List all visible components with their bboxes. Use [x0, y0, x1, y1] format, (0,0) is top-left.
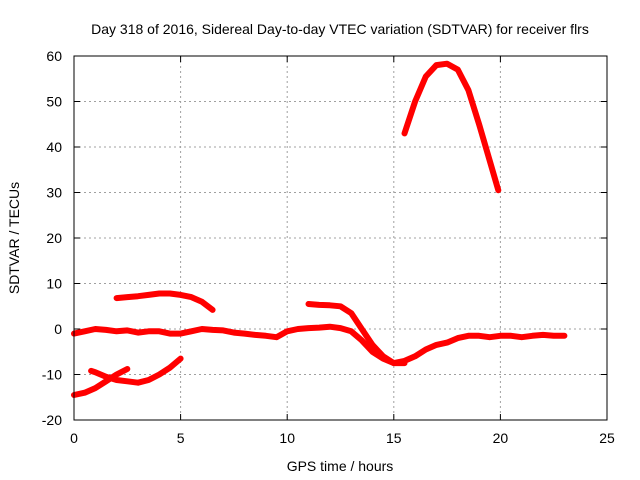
data-series — [71, 60, 568, 398]
x-tick-label: 0 — [70, 430, 78, 446]
x-tick-label: 20 — [493, 430, 509, 446]
chart-title: Day 318 of 2016, Sidereal Day-to-day VTE… — [91, 21, 589, 37]
series-line-midday-arc — [305, 301, 408, 367]
x-tick-label: 25 — [599, 430, 615, 446]
x-tick-label: 10 — [279, 430, 295, 446]
x-axis-tick-labels: 0 5 10 15 20 25 — [70, 430, 615, 446]
series-line-early-upper-arc — [113, 290, 216, 313]
y-tick-label: 0 — [54, 321, 62, 337]
x-axis-title: GPS time / hours — [287, 458, 394, 474]
y-axis-tick-labels: -20 -10 0 10 20 30 40 50 60 — [42, 48, 62, 428]
x-tick-label: 5 — [177, 430, 185, 446]
y-tick-label: 40 — [46, 139, 62, 155]
y-axis-title: SDTVAR / TECUs — [6, 182, 22, 294]
axis-ticks — [73, 55, 608, 421]
y-tick-label: 50 — [46, 94, 62, 110]
y-tick-label: 60 — [46, 48, 62, 64]
y-tick-label: -10 — [42, 367, 62, 383]
x-tick-label: 15 — [386, 430, 402, 446]
series-line-early-rising-line — [71, 366, 131, 398]
y-tick-label: 10 — [46, 276, 62, 292]
grid-lines — [74, 56, 607, 420]
series-line-early-lower-arc — [88, 355, 184, 386]
series-line-high-arc — [401, 60, 502, 194]
y-tick-label: 30 — [46, 185, 62, 201]
series-line-main-baseline — [71, 323, 568, 367]
y-tick-label: 20 — [46, 230, 62, 246]
y-tick-label: -20 — [42, 412, 62, 428]
